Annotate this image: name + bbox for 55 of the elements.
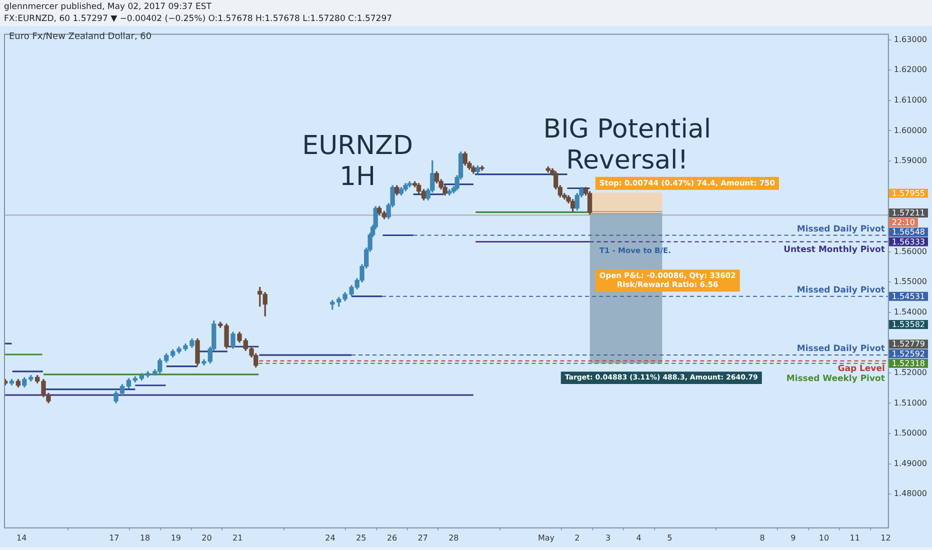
data-label: 1.52318: [892, 358, 926, 368]
y-tick-label: 1.54000: [894, 307, 928, 316]
y-tick-label: 1.49000: [894, 458, 928, 468]
x-tick-label: 10: [818, 533, 830, 542]
x-tick-label: 24: [325, 533, 336, 542]
legend-label: Missed Daily Pivot: [796, 344, 885, 354]
y-tick-label: 1.60000: [894, 126, 928, 135]
x-tick-label: 4: [636, 533, 642, 542]
data-label: 1.52592: [892, 349, 926, 358]
text: 22:10: [892, 218, 915, 228]
series-label: Missed Weekly Pivot: [786, 374, 885, 384]
x-tick-label: 26: [386, 533, 398, 542]
x-tick-label: 28: [448, 533, 459, 542]
annotation: BIG Potential Reversal!: [543, 114, 712, 176]
x-tick-label: 21: [232, 533, 243, 542]
annotation: EURNZD 1H: [302, 130, 413, 192]
data-label: 1.56548: [892, 228, 926, 237]
text: FX:EURNZD, 60 1.57297 ▼ −0.00402 (−0.25%) O:1.57678 H:1.57678 L:1.57280 C:1.57297: [4, 13, 394, 25]
y-tick-label: 1.52000: [894, 368, 928, 378]
legend-label: Missed Daily Pivot: [796, 224, 885, 234]
x-tick-label: 8: [760, 533, 765, 542]
x-tick-label: 20: [202, 533, 212, 542]
text: 1.57955: [892, 188, 926, 198]
y-tick-label: 1.56000: [894, 246, 928, 256]
data-label: 1.54531: [892, 292, 926, 301]
y-tick-label: 1.48000: [894, 489, 928, 498]
y-tick-label: 1.50000: [894, 428, 928, 438]
chart-title: Euro Fx/New Zealand Dollar, 60: [9, 32, 152, 42]
y-tick-label: 1.55000: [894, 277, 928, 286]
series-label: Gap Level: [838, 364, 885, 374]
x-tick-label: 19: [170, 533, 182, 542]
x-tick-label: 18: [140, 533, 150, 542]
x-tick-label: 9: [790, 533, 796, 542]
x-tick-label: 5: [667, 533, 672, 542]
ref-line-label: 1.57211: [892, 208, 926, 218]
x-tick-label: May: [538, 533, 555, 542]
x-tick-label: 14: [16, 533, 27, 542]
x-tick-label: 2: [574, 533, 580, 542]
text: 1.53582: [892, 320, 926, 330]
x-tick-label: 11: [850, 533, 860, 542]
x-tick-label: 3: [605, 533, 611, 542]
legend-label: Missed Daily Pivot: [796, 286, 885, 296]
x-tick-label: 17: [109, 533, 120, 542]
y-tick-label: 1.63000: [894, 34, 928, 44]
x-tick-label: 25: [356, 533, 366, 542]
y-tick-label: 1.59000: [894, 156, 928, 166]
text: glennmercer published, May 02, 2017 09:37 EST: [4, 1, 212, 13]
x-tick-label: 27: [418, 533, 428, 542]
text: 1.52779: [892, 340, 926, 349]
y-tick-label: 1.51000: [894, 398, 928, 408]
x-tick-label: 12: [880, 533, 891, 542]
series-label: Untest Monthly Pivot: [784, 244, 885, 255]
y-tick-label: 1.61000: [894, 96, 928, 104]
y-tick-label: 1.62000: [894, 65, 928, 74]
data-label: 1.56333: [892, 237, 926, 246]
